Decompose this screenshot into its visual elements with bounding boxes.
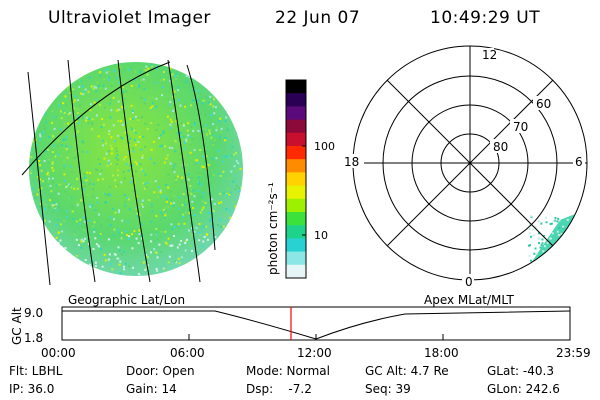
info-flt: Flt: LBHL — [9, 364, 63, 378]
colorbar-segment — [286, 80, 306, 94]
altitude-ytick-top: 9.0 — [24, 306, 43, 320]
mlt-label-18: 18 — [344, 155, 359, 169]
mlt-label-12: 12 — [482, 48, 497, 62]
info-door: Door: Open — [126, 364, 195, 378]
colorbar-segment — [286, 225, 306, 239]
info-seq: Seq: 39 — [365, 382, 411, 396]
colorbar-segment — [286, 185, 306, 200]
lat-label-60: 60 — [536, 97, 551, 111]
colorbar-unit-label: photon cm⁻²s⁻¹ — [266, 182, 280, 275]
colorbar-segment — [286, 93, 306, 107]
uv-image — [21, 59, 243, 286]
altitude-xtick-2359: 23:59 — [556, 346, 591, 360]
altitude-xtick-0000: 00:00 — [41, 346, 76, 360]
altitude-xtick-1800: 18:00 — [424, 346, 459, 360]
altitude-curve — [62, 310, 571, 340]
colorbar-segment — [286, 264, 306, 279]
info-dsp: Dsp: -7.2 — [246, 382, 312, 396]
mlt-label-0: 0 — [465, 275, 473, 289]
colorbar-segment — [286, 198, 306, 213]
polar-plot: 12 0 18 6 60 70 80 — [342, 45, 588, 289]
altitude-ytick-bottom: 1.8 — [24, 331, 43, 345]
geo-grid-lines — [21, 59, 216, 286]
altitude-xtick-1200: 12:00 — [297, 346, 332, 360]
info-glat: GLat: -40.3 — [487, 364, 554, 378]
apex-label: Apex MLat/MLT — [424, 293, 514, 307]
colorbar-segment — [286, 251, 306, 266]
colorbar-segment — [286, 238, 306, 253]
colorbar-segment — [286, 159, 306, 173]
info-glon: GLon: 242.6 — [487, 382, 560, 396]
date-label: 22 Jun 07 — [275, 8, 361, 28]
time-label: 10:49:29 UT — [430, 8, 541, 28]
altitude-ylabel: GC Alt — [10, 307, 24, 345]
info-ip: IP: 36.0 — [9, 382, 55, 396]
colorbar-segment — [286, 212, 306, 226]
earth-disk — [29, 62, 243, 276]
colorbar-segment — [286, 106, 306, 121]
colorbar-segment — [286, 172, 306, 187]
altitude-plot: GC Alt 9.0 1.8 — [10, 306, 571, 345]
colorbar-tick-10: 10 — [314, 229, 328, 242]
app-title: Ultraviolet Imager — [48, 8, 211, 28]
info-mode: Mode: Normal — [246, 364, 330, 378]
info-gcalt: GC Alt: 4.7 Re — [365, 364, 449, 378]
colorbar-segment — [286, 119, 306, 134]
colorbar-segment — [286, 146, 306, 160]
info-gain: Gain: 14 — [126, 382, 177, 396]
mlt-label-6: 6 — [575, 155, 583, 169]
auroral-patch — [525, 212, 587, 280]
colorbar-segment — [286, 132, 306, 147]
colorbar: 100 10 photon cm⁻²s⁻¹ — [266, 79, 335, 279]
geo-label: Geographic Lat/Lon — [68, 293, 186, 307]
colorbar-tick-100: 100 — [314, 140, 335, 153]
lat-label-70: 70 — [513, 120, 528, 134]
lat-label-80: 80 — [493, 140, 508, 154]
altitude-xtick-0600: 06:00 — [170, 346, 205, 360]
